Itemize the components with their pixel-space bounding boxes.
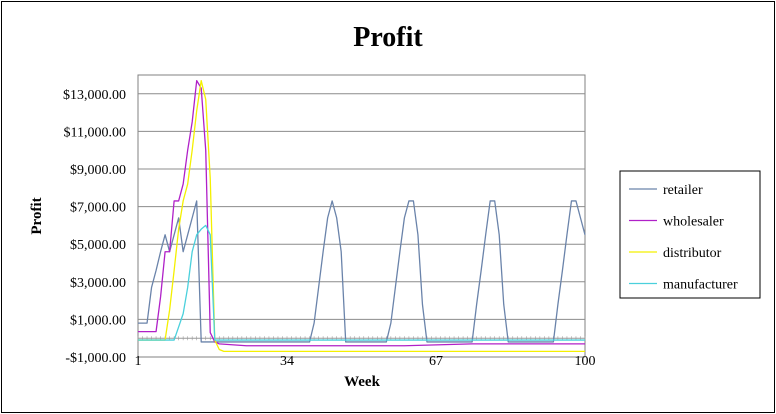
legend (619, 170, 761, 299)
x-axis-tick-labels: 1 34 67 100 (135, 354, 596, 369)
y-tick-label: $7,000.00 (70, 201, 126, 216)
y-tick-label: $5,000.00 (70, 238, 126, 253)
series-line-distributor (138, 79, 585, 353)
x-axis-label: Week (344, 374, 380, 390)
y-tick-label: -$1,000.00 (65, 351, 126, 366)
y-tick-label: $11,000.00 (64, 125, 126, 140)
y-tick-label: $3,000.00 (70, 276, 126, 291)
x-tick-label: 1 (135, 354, 142, 369)
legend-label-wholesaler: wholesaler (663, 215, 724, 230)
x-tick-label: 67 (429, 354, 443, 369)
series-line-wholesaler (138, 79, 585, 347)
legend-label-retailer: retailer (663, 183, 703, 198)
legend-label-manufacturer: manufacturer (663, 278, 738, 293)
series-line-retailer (138, 200, 586, 343)
y-tick-label: $1,000.00 (70, 313, 126, 328)
y-axis-tick-labels: $13,000.00 $11,000.00 $9,000.00 $7,000.00 $5… (63, 88, 126, 366)
x-tick-label: 100 (575, 354, 596, 369)
y-tick-label: $9,000.00 (70, 163, 126, 178)
y-axis-label: Profit (29, 197, 45, 234)
y-tick-label: $13,000.00 (63, 88, 126, 103)
x-tick-label: 34 (280, 354, 294, 369)
series-lines (138, 79, 586, 353)
legend-label-distributor: distributor (663, 246, 722, 261)
series-line-manufacturer (138, 224, 585, 341)
legend-items: retailer wholesaler distributor manufacture… (629, 183, 738, 293)
plot-area (137, 74, 586, 358)
chart-title: Profit (353, 22, 423, 53)
